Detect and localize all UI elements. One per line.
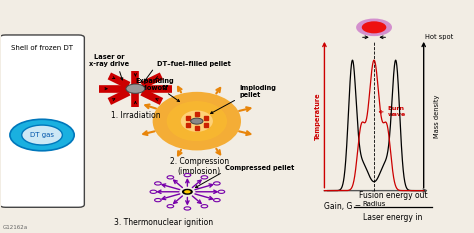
Circle shape: [191, 118, 203, 124]
Text: Shell of frozen DT: Shell of frozen DT: [11, 45, 73, 51]
FancyBboxPatch shape: [0, 35, 84, 207]
Text: 1. Irradiation: 1. Irradiation: [110, 111, 160, 120]
Circle shape: [182, 189, 192, 194]
Text: Laser energy in: Laser energy in: [363, 213, 423, 223]
Circle shape: [126, 84, 145, 93]
Text: Fusion energy out: Fusion energy out: [359, 191, 427, 200]
Text: Mass density: Mass density: [434, 95, 440, 138]
Circle shape: [356, 19, 392, 36]
Text: G12162a: G12162a: [3, 225, 28, 230]
Circle shape: [22, 125, 63, 145]
Text: Laser or
x-ray drive: Laser or x-ray drive: [89, 54, 129, 67]
Text: Expanding
blowoff: Expanding blowoff: [135, 78, 173, 91]
Text: 2. Compression
(implosion): 2. Compression (implosion): [170, 157, 229, 176]
Ellipse shape: [167, 101, 227, 141]
Text: Gain, G =: Gain, G =: [324, 202, 364, 211]
Circle shape: [362, 21, 386, 33]
Text: Temperature: Temperature: [315, 93, 320, 140]
Circle shape: [10, 119, 74, 151]
Circle shape: [184, 190, 191, 193]
Ellipse shape: [181, 110, 213, 132]
Ellipse shape: [153, 92, 241, 151]
Text: Radius: Radius: [362, 201, 386, 207]
Text: Burn
wave: Burn wave: [387, 106, 406, 117]
Text: Hot spot: Hot spot: [425, 34, 453, 40]
Text: DT gas: DT gas: [30, 132, 54, 138]
Text: DT–fuel–filled pellet: DT–fuel–filled pellet: [156, 61, 230, 67]
Text: Compressed pellet: Compressed pellet: [225, 165, 294, 171]
Text: Imploding
pellet: Imploding pellet: [239, 85, 276, 98]
Text: 3. Thermonuclear ignition: 3. Thermonuclear ignition: [114, 218, 213, 227]
